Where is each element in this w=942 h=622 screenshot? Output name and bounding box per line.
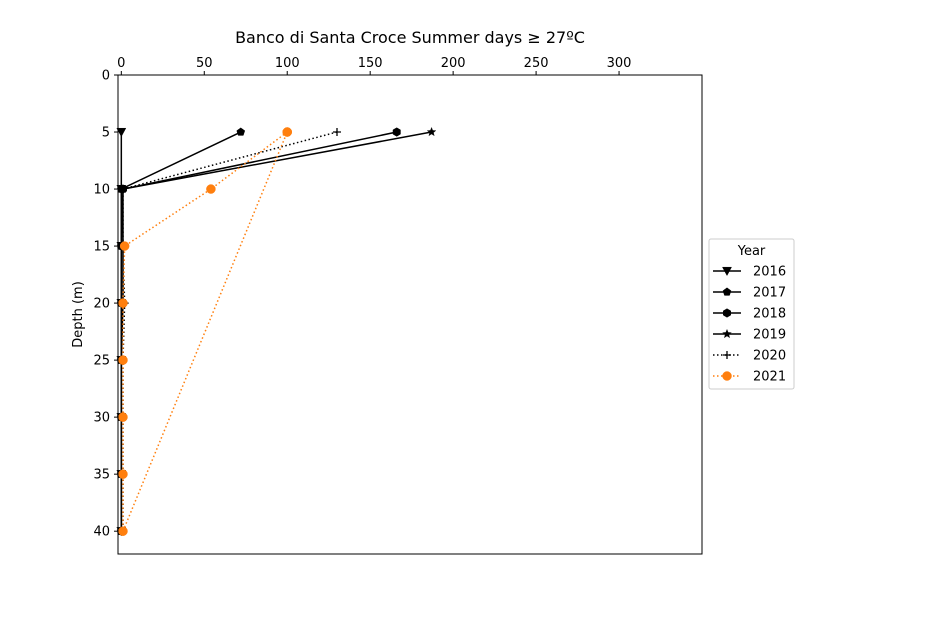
legend-entry: 2019 [713, 328, 786, 343]
data-point-marker [333, 128, 341, 137]
legend-entry: 2016 [713, 265, 786, 280]
legend-label: 2016 [753, 265, 786, 280]
x-tick-label: 150 [358, 56, 383, 71]
y-tick-label: 20 [93, 297, 110, 312]
legend-marker [723, 308, 731, 318]
y-tick-label: 35 [93, 468, 110, 483]
legend-label: 2018 [753, 307, 786, 322]
data-point-marker [282, 127, 292, 137]
legend-marker [722, 371, 732, 381]
legend-entries: 2016 2017 2018 2019 2020 2021 [713, 265, 786, 385]
legend-marker [723, 351, 731, 359]
legend-label: 2020 [753, 349, 786, 364]
legend-entry: 2018 [713, 307, 786, 322]
data-point-marker [116, 127, 127, 138]
legend-entry: 2021 [713, 370, 786, 385]
y-axis-ticks: 0 5 10 15 20 25 30 35 40 [93, 69, 118, 540]
y-tick-label: 25 [93, 354, 110, 369]
y-axis-title: Depth (m) [71, 281, 86, 348]
legend: Year 2016 2017 2018 2019 2020 2021 [708, 238, 795, 390]
y-tick-label: 5 [102, 126, 110, 141]
x-tick-label: 250 [524, 56, 549, 71]
x-tick-label: 300 [607, 56, 632, 71]
y-tick-label: 0 [102, 69, 110, 84]
data-point-marker [118, 355, 128, 365]
data-point-marker [118, 526, 128, 536]
legend-label: 2021 [753, 370, 786, 385]
legend-marker [722, 266, 732, 277]
series-2021 [118, 127, 292, 536]
x-tick-label: 100 [275, 56, 300, 71]
legend-marker [722, 328, 732, 339]
data-point-marker [119, 241, 130, 251]
series-line [120, 131, 432, 532]
legend-title: Year [737, 244, 766, 259]
data-point-marker [392, 127, 401, 137]
legend-label: 2019 [753, 328, 786, 343]
y-tick-label: 30 [93, 411, 110, 426]
legend-frame [708, 238, 795, 390]
data-point-marker [426, 127, 437, 137]
data-point-marker [118, 469, 128, 479]
data-point-marker [118, 185, 127, 194]
x-tick-label: 50 [196, 56, 213, 71]
y-tick-label: 40 [93, 525, 110, 540]
x-tick-label: 200 [441, 56, 466, 71]
series-layer [116, 127, 437, 537]
plot-area-frame [117, 74, 703, 555]
data-point-marker [206, 184, 216, 194]
chart-title: Banco di Santa Croce Summer days ≥ 27ºC [235, 28, 585, 47]
x-tick-label: 0 [117, 56, 125, 71]
y-tick-label: 15 [93, 240, 110, 255]
data-point-marker [118, 298, 128, 308]
x-axis-ticks: 0 50 100 150 200 250 300 [117, 56, 631, 75]
legend-marker [722, 287, 732, 296]
y-tick-label: 10 [93, 183, 110, 198]
legend-label: 2017 [753, 286, 786, 301]
legend-entry: 2017 [713, 286, 786, 301]
data-point-marker [236, 127, 246, 136]
legend-entry: 2020 [713, 349, 786, 364]
data-point-marker [118, 412, 128, 422]
